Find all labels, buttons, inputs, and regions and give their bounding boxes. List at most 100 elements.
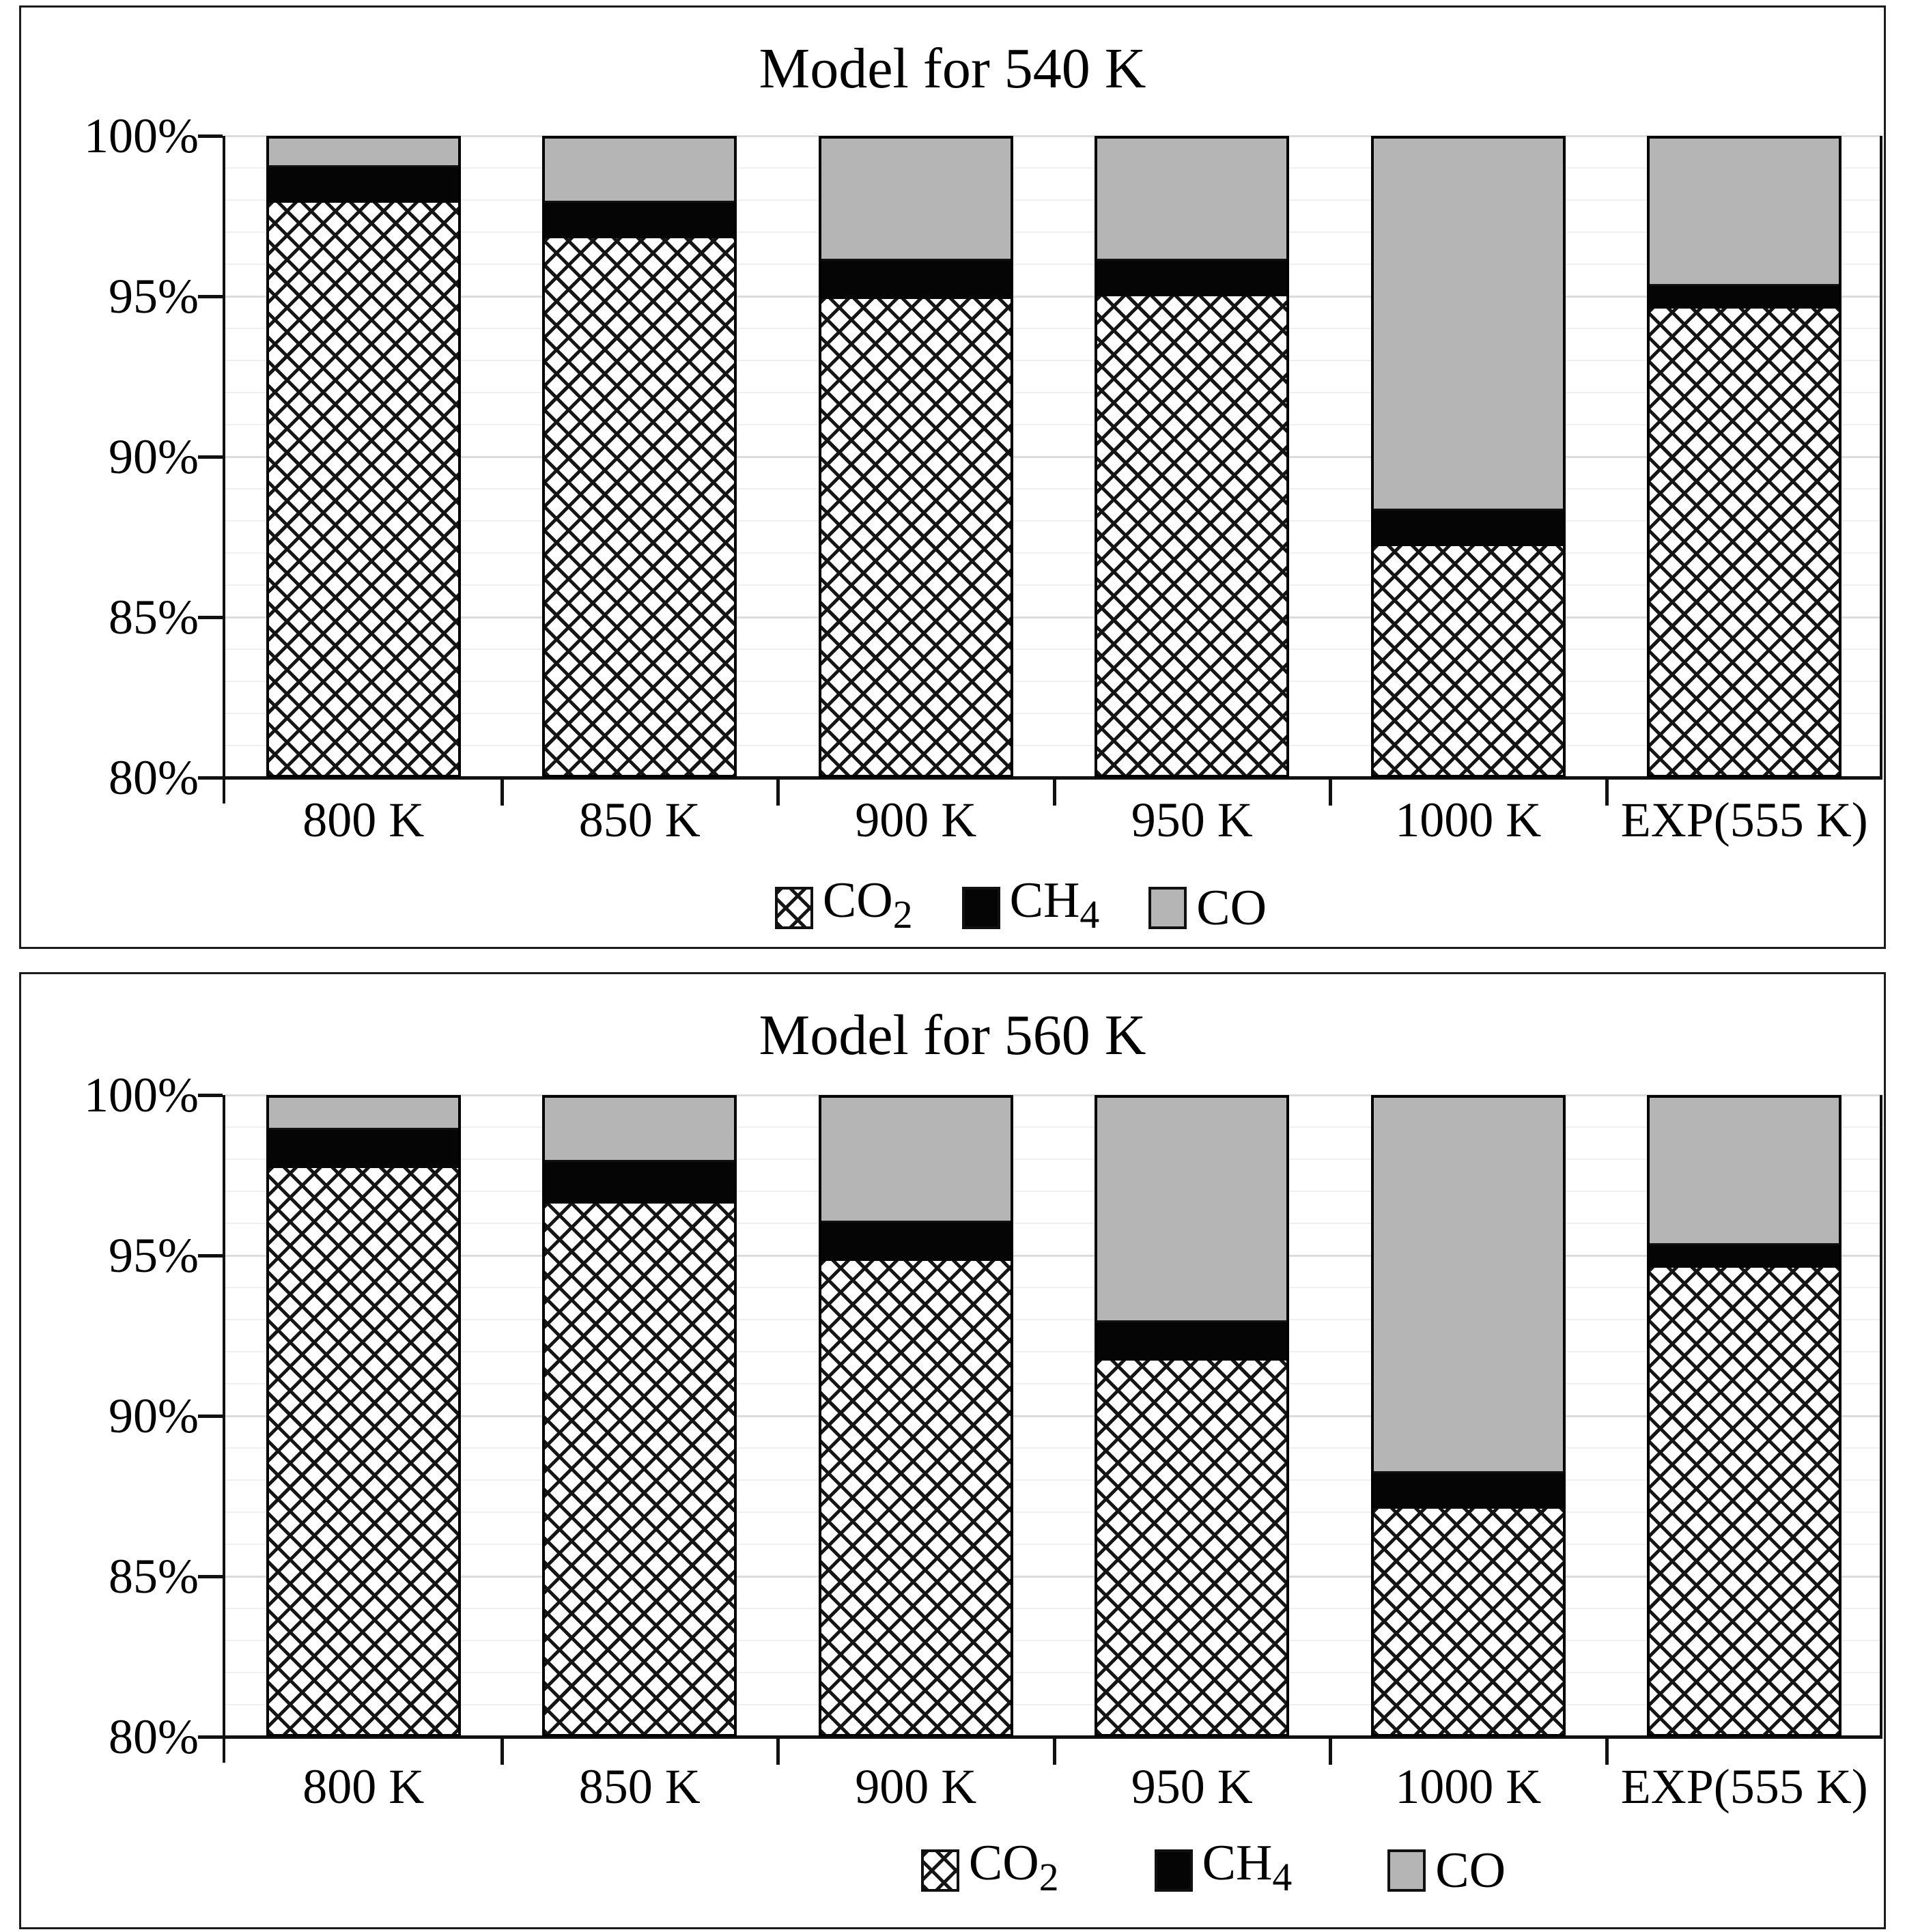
bar-segment-co xyxy=(1373,139,1563,511)
x-axis-tick xyxy=(1052,1739,1056,1765)
x-axis-tick xyxy=(776,1739,780,1765)
x-axis-tick xyxy=(1605,780,1609,806)
minor-gridline xyxy=(225,520,1882,522)
y-axis-tick-label: 85% xyxy=(109,590,199,644)
minor-gridline xyxy=(225,424,1882,425)
bar-segment-co xyxy=(821,1098,1011,1223)
major-gridline xyxy=(225,1094,1882,1096)
bar-950-k xyxy=(1095,1095,1290,1737)
bar-exp-555-k- xyxy=(1647,1095,1842,1737)
bar-segment-co2 xyxy=(268,1168,458,1734)
minor-gridline xyxy=(225,167,1882,169)
x-category-label: 950 K xyxy=(1131,1759,1253,1814)
bar-800-k xyxy=(266,1095,461,1737)
bar-exp-555-k- xyxy=(1647,136,1842,778)
bar-segment-co2 xyxy=(268,203,458,775)
bar-1000-k xyxy=(1370,1095,1566,1737)
bar-segment-co xyxy=(821,139,1011,261)
minor-gridline xyxy=(225,360,1882,361)
x-category-label: 900 K xyxy=(855,1759,977,1814)
legend-item-ch4: CH4 xyxy=(1154,1835,1293,1905)
bar-segment-co xyxy=(545,1098,735,1162)
x-category-label: 900 K xyxy=(855,793,977,847)
legend-label-ch4: CH4 xyxy=(1202,1835,1293,1900)
minor-gridline xyxy=(225,713,1882,714)
major-gridline xyxy=(225,135,1882,137)
major-gridline xyxy=(225,1415,1882,1417)
bar-segment-co xyxy=(268,139,458,167)
minor-gridline xyxy=(225,1159,1882,1160)
bar-segment-co xyxy=(1650,139,1839,286)
x-axis-tick xyxy=(776,780,780,806)
bar-segment-ch4 xyxy=(1097,1322,1287,1361)
major-gridline xyxy=(225,296,1882,298)
major-gridline xyxy=(225,1255,1882,1257)
bar-segment-co2 xyxy=(545,1204,735,1734)
y-axis-tick xyxy=(198,776,223,780)
legend-label-co2: CO2 xyxy=(822,872,913,937)
bar-segment-co2 xyxy=(1650,1268,1839,1734)
minor-gridline xyxy=(225,1704,1882,1705)
legend-swatch-co2-icon xyxy=(920,1849,959,1892)
chart-panel-560k: Model for 560 K CO2 CH4 CO 100% 95% 90% 85% 80… xyxy=(19,972,1886,1929)
bar-900-k xyxy=(818,136,1013,778)
x-axis-tick xyxy=(1329,780,1332,806)
legend-label-subscript: 2 xyxy=(892,894,913,937)
bar-segment-co xyxy=(1373,1098,1563,1473)
minor-gridline xyxy=(225,1640,1882,1641)
legend-swatch-co-icon xyxy=(1387,1849,1426,1892)
x-axis-line xyxy=(223,1735,1882,1739)
bar-segment-co xyxy=(545,139,735,203)
bar-segment-ch4 xyxy=(1373,511,1563,546)
legend-swatch-ch4-icon xyxy=(961,887,1000,930)
plot-right-border xyxy=(1880,136,1882,778)
legend-item-co2: CO2 xyxy=(774,872,913,943)
y-axis-tick xyxy=(198,1575,223,1578)
major-gridline xyxy=(225,616,1882,619)
legend-swatch-ch4-icon xyxy=(1154,1849,1193,1892)
legend-label-co: CO xyxy=(1435,1843,1506,1899)
y-axis-tick xyxy=(198,295,223,298)
legend-label-subscript: 4 xyxy=(1272,1856,1293,1900)
x-category-label: 850 K xyxy=(578,793,701,847)
x-axis-tick xyxy=(1052,780,1056,806)
bar-segment-co2 xyxy=(1097,296,1287,775)
y-axis-tick xyxy=(198,455,223,459)
x-axis-tick xyxy=(1605,1739,1609,1765)
x-category-label: 950 K xyxy=(1131,793,1253,847)
bar-segment-co xyxy=(1097,139,1287,261)
bar-segment-ch4 xyxy=(268,1130,458,1168)
legend-560k: CO2 CH4 CO xyxy=(282,1836,1905,1905)
bar-segment-ch4 xyxy=(1373,1473,1563,1509)
x-axis-tick xyxy=(1329,1739,1332,1765)
bar-segment-ch4 xyxy=(821,1223,1011,1261)
legend-540k: CO2 CH4 CO xyxy=(89,873,1905,943)
x-category-label: EXP(555 K) xyxy=(1620,1759,1868,1814)
legend-label-ch4: CH4 xyxy=(1009,872,1100,937)
legend-label-subscript: 4 xyxy=(1080,894,1100,937)
bar-segment-ch4 xyxy=(1097,261,1287,296)
minor-gridline xyxy=(225,649,1882,650)
y-axis-tick xyxy=(198,1415,223,1418)
bar-800-k xyxy=(266,136,461,778)
bar-900-k xyxy=(818,1095,1013,1737)
minor-gridline xyxy=(225,392,1882,393)
bar-segment-co xyxy=(1097,1098,1287,1322)
legend-swatch-co2-icon xyxy=(774,887,813,930)
bar-segment-co xyxy=(268,1098,458,1130)
x-category-label: EXP(555 K) xyxy=(1620,793,1868,847)
bar-segment-ch4 xyxy=(821,261,1011,299)
y-axis-tick-label: 90% xyxy=(109,429,199,484)
y-axis-tick-label: 80% xyxy=(109,750,199,805)
bar-segment-co2 xyxy=(1097,1361,1287,1734)
y-axis-line xyxy=(223,1095,225,1763)
bar-segment-ch4 xyxy=(545,203,735,238)
chart-title-560k: Model for 560 K xyxy=(759,1004,1146,1067)
minor-gridline xyxy=(225,1383,1882,1384)
minor-gridline xyxy=(225,745,1882,746)
minor-gridline xyxy=(225,1287,1882,1288)
legend-item-co: CO xyxy=(1387,1843,1506,1898)
legend-item-ch4: CH4 xyxy=(961,872,1100,943)
x-axis-line xyxy=(223,776,1882,780)
legend-label-subscript: 2 xyxy=(1039,1856,1059,1900)
